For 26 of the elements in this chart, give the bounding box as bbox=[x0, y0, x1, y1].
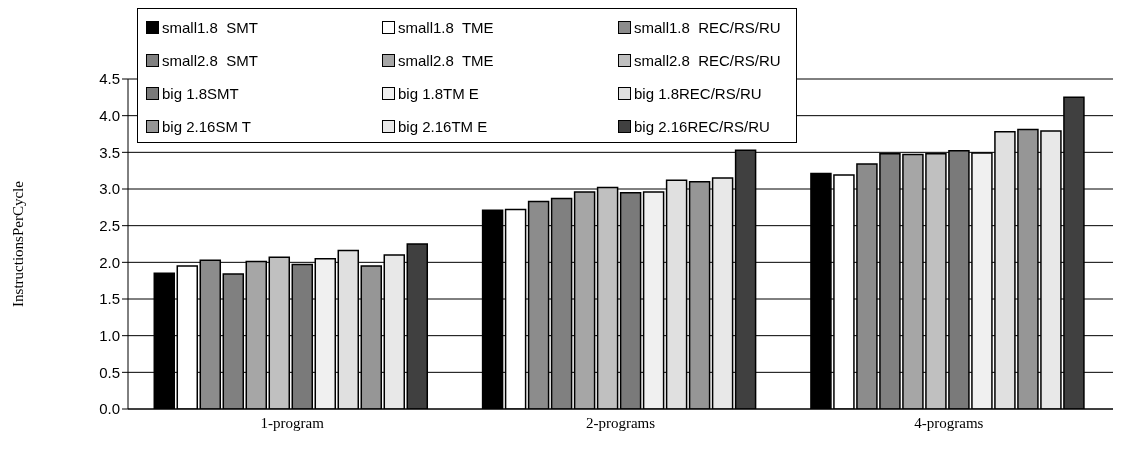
y-tick-label: 2.5 bbox=[99, 216, 120, 234]
legend-label: big 1.8TM E bbox=[398, 84, 479, 102]
legend-label: small2.8 TME bbox=[398, 51, 494, 69]
x-tick-label: 4-programs bbox=[914, 414, 984, 431]
legend-label: big 1.8REC/RS/RU bbox=[634, 84, 762, 102]
legend-label: big 2.16TM E bbox=[398, 117, 488, 135]
x-tick-label: 1-program bbox=[260, 414, 325, 431]
y-tick-label: 4.5 bbox=[99, 70, 120, 88]
legend-label: big 2.16REC/RS/RU bbox=[634, 117, 770, 135]
legend-label: small1.8 SMT bbox=[162, 18, 258, 36]
y-tick-label: 3.0 bbox=[99, 180, 120, 198]
legend-label: small1.8 REC/RS/RU bbox=[634, 18, 781, 36]
x-tick-label: 2-programs bbox=[585, 414, 656, 431]
y-tick-label: 1.0 bbox=[99, 326, 120, 344]
legend-label: big 1.8SMT bbox=[162, 84, 239, 102]
y-axis-title: InstructionsPerCycle bbox=[10, 180, 27, 307]
legend-label: small1.8 TME bbox=[398, 18, 494, 36]
legend-label: small2.8 SMT bbox=[162, 51, 258, 69]
y-tick-label: 1.5 bbox=[99, 290, 120, 308]
y-tick-label: 3.5 bbox=[99, 143, 120, 161]
y-tick-label: 0.5 bbox=[99, 363, 120, 381]
legend-label: big 2.16SM T bbox=[162, 117, 251, 135]
legend-label: small2.8 REC/RS/RU bbox=[634, 51, 781, 69]
y-tick-label: 2.0 bbox=[99, 253, 120, 271]
y-tick-label: 4.0 bbox=[99, 106, 120, 124]
y-tick-label: 0.0 bbox=[99, 400, 120, 418]
